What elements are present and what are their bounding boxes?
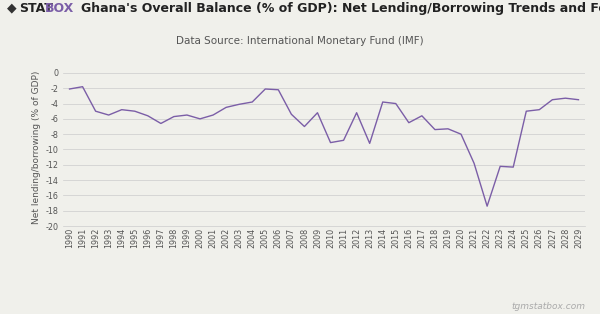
- Text: Data Source: International Monetary Fund (IMF): Data Source: International Monetary Fund…: [176, 36, 424, 46]
- Text: BOX: BOX: [45, 2, 74, 14]
- Text: tgmstatbox.com: tgmstatbox.com: [511, 302, 585, 311]
- Y-axis label: Net lending/borrowing (% of GDP): Net lending/borrowing (% of GDP): [32, 71, 41, 224]
- Text: ◆: ◆: [7, 2, 17, 14]
- Text: STAT: STAT: [19, 2, 53, 14]
- Text: Ghana's Overall Balance (% of GDP): Net Lending/Borrowing Trends and Forecasts (: Ghana's Overall Balance (% of GDP): Net …: [81, 2, 600, 14]
